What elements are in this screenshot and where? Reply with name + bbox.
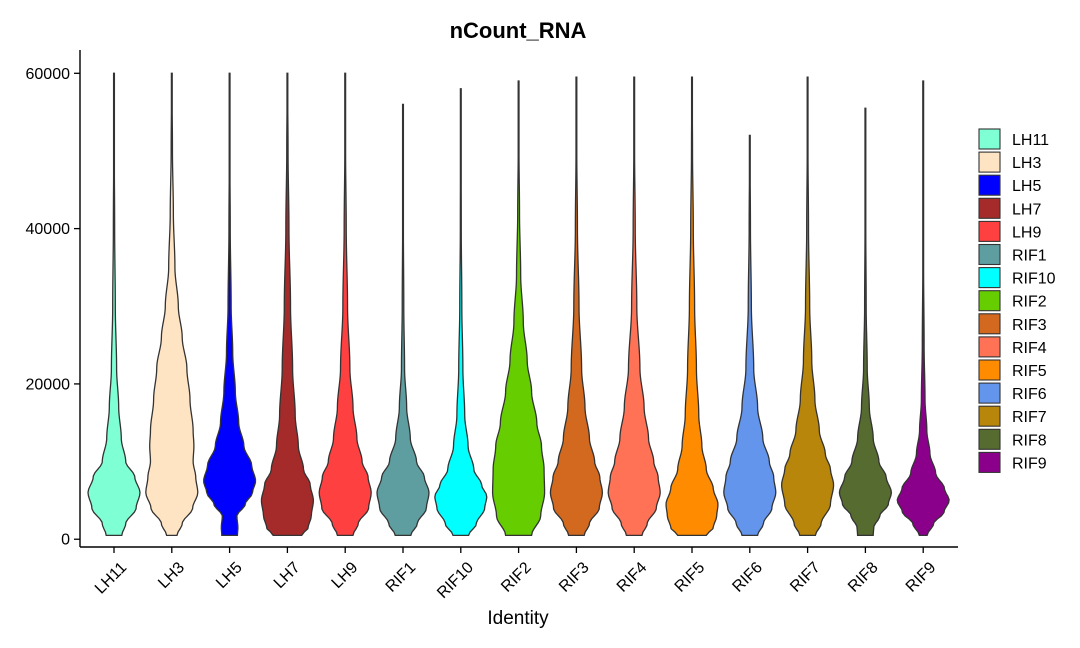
violin-lh7 — [260, 72, 314, 536]
violins-group — [87, 72, 950, 536]
legend-label-rif3: RIF3 — [1012, 317, 1047, 334]
x-tick-label-lh3: LH3 — [155, 559, 188, 592]
violin-rif4 — [607, 76, 661, 536]
violin-rif9 — [896, 80, 950, 536]
chart-title: nCount_RNA — [450, 18, 587, 43]
x-tick-label-rif5: RIF5 — [672, 559, 709, 596]
x-tick-label-rif9: RIF9 — [903, 559, 940, 596]
x-tick-label-lh5: LH5 — [213, 559, 246, 592]
y-tick-label: 20000 — [26, 376, 71, 393]
legend-swatch-rif2 — [978, 290, 1001, 312]
violin-lh11 — [87, 72, 141, 536]
x-axis: LH11 LH3 LH5 LH7 LH9 RIF1 RIF10 RIF2 RIF3 RIF4 RIF… — [80, 546, 958, 602]
legend-swatch-lh7 — [978, 197, 1001, 219]
x-tick-label-rif4: RIF4 — [614, 559, 651, 596]
legend-label-rif4: RIF4 — [1012, 340, 1047, 357]
violin-lh9 — [318, 72, 372, 536]
legend-swatch-rif10 — [978, 267, 1001, 289]
x-tick-label-rif7: RIF7 — [787, 559, 824, 596]
violin-rif3 — [549, 76, 604, 536]
y-tick-label: 0 — [61, 532, 70, 549]
legend-label-rif1: RIF1 — [1012, 248, 1047, 265]
x-tick-label-rif8: RIF8 — [845, 559, 882, 596]
violin-lh3 — [145, 72, 199, 536]
legend-label-rif5: RIF5 — [1012, 363, 1047, 380]
legend-swatch-rif7 — [978, 405, 1001, 427]
legend-swatch-lh3 — [978, 151, 1001, 173]
legend-label-lh3: LH3 — [1012, 155, 1041, 172]
legend-swatch-lh5 — [978, 174, 1001, 196]
y-axis: 0 20000 40000 60000 — [26, 50, 81, 549]
violin-rif5 — [665, 76, 719, 536]
violin-rif10 — [434, 88, 488, 536]
x-axis-title: Identity — [487, 608, 549, 629]
y-tick-label: 40000 — [26, 221, 71, 238]
legend-swatch-rif5 — [978, 359, 1001, 381]
x-tick-label-rif10: RIF10 — [434, 559, 477, 602]
violin-lh5 — [203, 72, 257, 536]
x-tick-label-lh9: LH9 — [329, 559, 362, 592]
legend-swatch-rif3 — [978, 313, 1001, 335]
legend-label-rif10: RIF10 — [1012, 271, 1056, 288]
legend-swatch-rif6 — [978, 382, 1001, 404]
x-tick-label-rif1: RIF1 — [383, 559, 420, 596]
legend-label-lh9: LH9 — [1012, 224, 1041, 241]
violin-rif8 — [838, 107, 893, 536]
legend-swatch-lh11 — [978, 128, 1001, 150]
violin-rif2 — [491, 80, 546, 536]
x-tick-label-rif3: RIF3 — [556, 559, 593, 596]
legend-label-rif6: RIF6 — [1012, 386, 1047, 403]
legend-label-rif9: RIF9 — [1012, 455, 1047, 472]
violin-rif1 — [376, 103, 430, 536]
legend-label-rif8: RIF8 — [1012, 432, 1047, 449]
legend-swatch-rif8 — [978, 428, 1001, 450]
x-tick-label-rif2: RIF2 — [498, 559, 535, 596]
x-tick-label-lh11: LH11 — [92, 559, 130, 597]
legend-label-rif7: RIF7 — [1012, 409, 1047, 426]
legend-label-rif2: RIF2 — [1012, 294, 1047, 311]
legend-label-lh11: LH11 — [1012, 132, 1049, 149]
legend-label-lh5: LH5 — [1012, 178, 1041, 195]
y-tick-label: 60000 — [26, 66, 71, 83]
x-tick-label-rif6: RIF6 — [729, 559, 766, 596]
legend-label-lh7: LH7 — [1012, 201, 1041, 218]
violin-rif7 — [780, 76, 835, 536]
legend: LH11 LH3 LH5 LH7 LH9 RIF1 RIF10 RIF2 RIF3 RIF4 RIF… — [978, 128, 1056, 473]
legend-swatch-rif1 — [978, 243, 1001, 266]
x-tick-label-lh7: LH7 — [271, 559, 304, 592]
violin-rif6 — [723, 134, 777, 536]
legend-swatch-rif4 — [978, 336, 1001, 358]
legend-swatch-lh9 — [978, 220, 1001, 242]
legend-swatch-rif9 — [978, 451, 1001, 473]
